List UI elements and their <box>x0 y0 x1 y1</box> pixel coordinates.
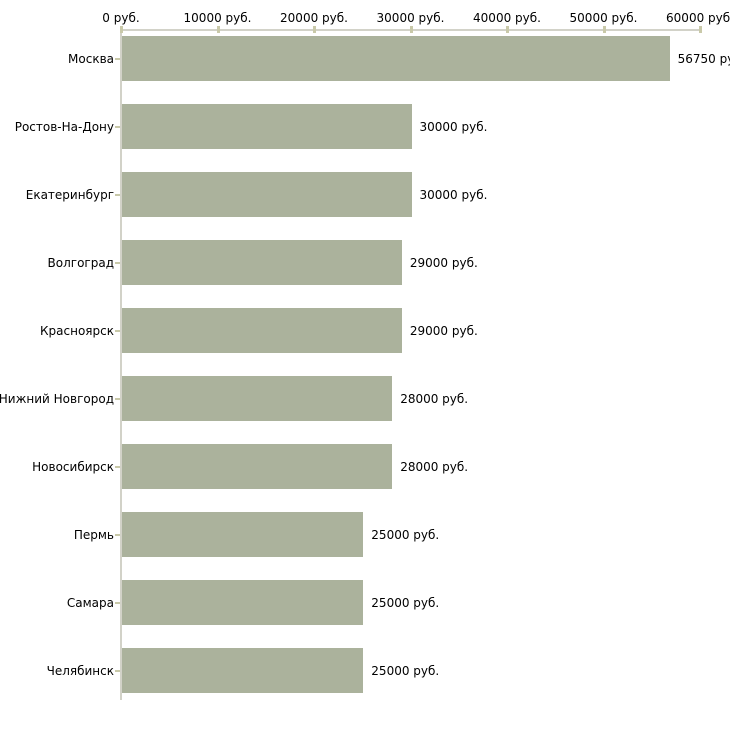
x-tick-label: 30000 руб. <box>376 11 445 25</box>
category-label: Екатеринбург <box>25 187 114 202</box>
x-tick-label: 40000 руб. <box>473 11 541 25</box>
y-axis-line <box>120 29 122 700</box>
category-label: Самара <box>66 595 114 610</box>
bar <box>122 36 670 81</box>
x-tick-mark <box>313 26 316 33</box>
category-tick-mark <box>115 466 120 468</box>
bar <box>122 240 402 285</box>
category-label: Волгоград <box>47 255 114 270</box>
x-tick-label: 0 руб. <box>102 11 140 25</box>
bar <box>122 104 412 149</box>
value-label: 28000 руб. <box>400 391 469 406</box>
value-label: 28000 руб. <box>400 459 469 474</box>
category-tick-mark <box>115 398 120 400</box>
category-tick-mark <box>115 126 120 128</box>
category-label: Нижний Новгород <box>0 391 114 406</box>
category-tick-mark <box>115 330 120 332</box>
category-label: Ростов-На-Дону <box>14 119 114 134</box>
value-label: 29000 руб. <box>409 323 478 338</box>
value-label: 29000 руб. <box>409 255 478 270</box>
value-label: 30000 руб. <box>419 119 488 134</box>
bar <box>122 512 364 557</box>
category-tick-mark <box>115 670 120 672</box>
category-label: Москва <box>68 51 114 66</box>
value-label: 25000 руб. <box>371 663 440 678</box>
value-label: 25000 руб. <box>371 595 440 610</box>
x-tick-label: 50000 руб. <box>569 11 638 25</box>
x-tick-mark <box>216 26 220 33</box>
x-tick-label: 20000 руб. <box>280 11 348 25</box>
bar <box>122 172 412 217</box>
category-label: Новосибирск <box>32 459 114 474</box>
x-tick-mark <box>699 26 702 33</box>
x-tick-mark <box>602 26 606 33</box>
bar <box>122 444 393 489</box>
value-label: 25000 руб. <box>371 527 440 542</box>
value-label: 30000 руб. <box>419 187 488 202</box>
category-tick-mark <box>115 602 120 604</box>
category-label: Пермь <box>73 527 114 542</box>
x-tick-mark <box>506 26 509 33</box>
category-label: Красноярск <box>40 323 114 338</box>
x-tick-mark <box>120 26 123 33</box>
bar <box>122 308 402 353</box>
bar <box>122 648 364 693</box>
category-label: Челябинск <box>46 663 114 678</box>
bar <box>122 580 364 625</box>
x-tick-mark <box>409 26 413 33</box>
category-tick-mark <box>115 194 120 196</box>
bar <box>122 376 393 421</box>
category-tick-mark <box>115 262 120 264</box>
category-tick-mark <box>115 58 120 60</box>
value-label: 56750 руб <box>677 51 730 66</box>
category-tick-mark <box>115 534 120 536</box>
x-tick-label: 10000 руб. <box>183 11 252 25</box>
x-tick-label: 60000 руб. <box>666 11 730 25</box>
